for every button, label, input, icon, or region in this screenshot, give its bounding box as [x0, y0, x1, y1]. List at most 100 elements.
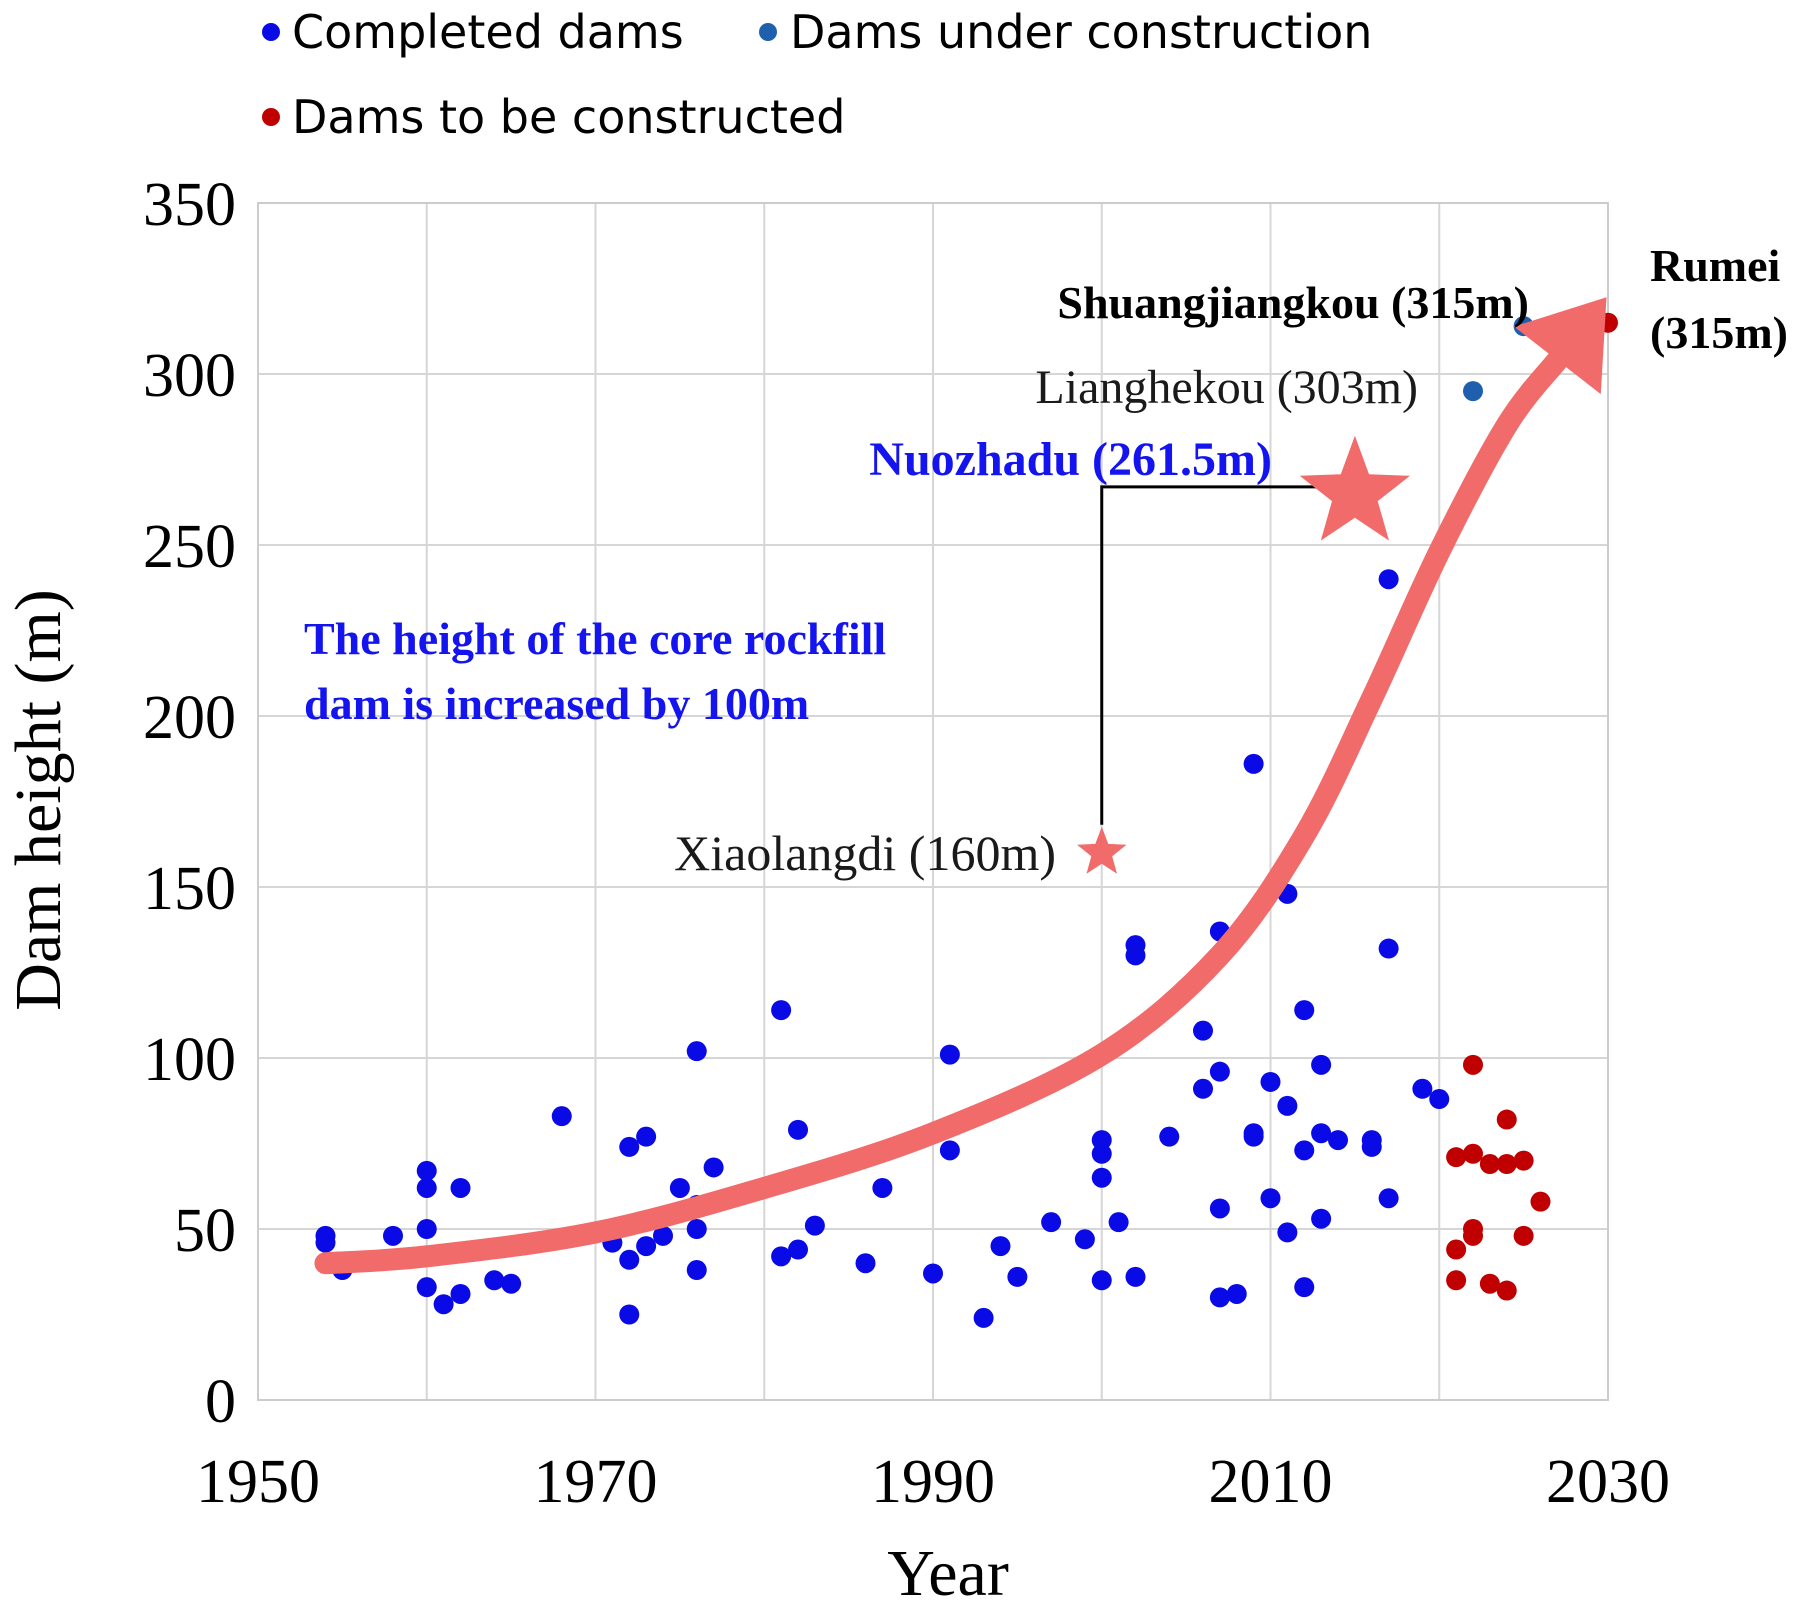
completed-dam-point — [1294, 1000, 1315, 1021]
to-be-constructed-dam-point — [1496, 1109, 1517, 1130]
x-tick-label: 1970 — [534, 1448, 658, 1516]
completed-dam-point — [1260, 1071, 1281, 1092]
to-be-constructed-dam-point — [1463, 1225, 1483, 1246]
to-be-constructed-dam-point — [1463, 1054, 1483, 1075]
y-tick-label: 350 — [143, 171, 236, 239]
y-axis-ticks: 0 50 100 150 200 250 300 350 — [143, 171, 236, 1436]
completed-dam-point — [619, 1136, 640, 1157]
completed-dam-point — [1378, 938, 1399, 959]
completed-dam-point — [1159, 1126, 1180, 1147]
x-tick-label: 2010 — [1209, 1448, 1333, 1516]
completed-dam-point — [703, 1157, 724, 1178]
completed-dam-point — [1294, 1277, 1315, 1298]
completed-dam-point — [669, 1177, 690, 1198]
y-tick-label: 0 — [205, 1368, 236, 1436]
completed-dam-point — [1311, 1054, 1332, 1075]
completed-dam-point — [636, 1236, 657, 1257]
completed-dam-point — [1091, 1167, 1112, 1188]
completed-dam-point — [1125, 945, 1146, 966]
legend-label-under-construction: Dams under construction — [790, 5, 1372, 59]
to-be-constructed-dam-point — [1479, 1154, 1500, 1175]
x-tick-label: 1990 — [871, 1448, 995, 1516]
completed-dam-point — [872, 1177, 893, 1198]
completed-dam-point — [1226, 1283, 1247, 1304]
data-points — [315, 312, 1618, 1328]
annotation-rumei-line1: Rumei — [1650, 240, 1781, 291]
completed-dam-point — [1260, 1188, 1281, 1209]
completed-dam-point — [1091, 1143, 1112, 1164]
completed-dam-point — [1193, 1020, 1213, 1041]
leader-line — [1100, 485, 1344, 825]
completed-dam-point — [433, 1294, 454, 1315]
y-tick-label: 250 — [143, 513, 236, 581]
completed-dam-point — [416, 1160, 437, 1181]
completed-dam-point — [1412, 1078, 1433, 1099]
completed-dam-point — [484, 1270, 505, 1291]
completed-dam-point — [1429, 1089, 1450, 1110]
legend-label-completed: Completed dams — [292, 5, 684, 59]
completed-dam-point — [923, 1263, 943, 1284]
completed-dam-point — [1193, 1078, 1213, 1099]
completed-dam-point — [686, 1219, 707, 1239]
y-axis-label: Dam height (m) — [2, 589, 75, 1011]
completed-dam-point — [686, 1041, 707, 1062]
annotation-lianghekou: Lianghekou (303m) — [1035, 361, 1418, 414]
annotation-shuangjiangkou: Shuangjiangkou (315m) — [1057, 277, 1529, 328]
completed-dam-point — [1277, 1095, 1298, 1116]
completed-dam-point — [804, 1215, 825, 1236]
completed-dam-point — [1125, 1266, 1146, 1287]
completed-dam-point — [1277, 1222, 1298, 1243]
completed-dam-point — [1328, 1130, 1348, 1151]
completed-dam-point — [686, 1260, 707, 1281]
completed-dam-point — [939, 1044, 960, 1065]
completed-dam-point — [1361, 1136, 1382, 1157]
to-be-constructed-dam-point — [1496, 1280, 1517, 1301]
completed-dam-point — [416, 1177, 437, 1198]
y-tick-label: 200 — [143, 684, 236, 752]
y-tick-label: 300 — [143, 342, 236, 410]
completed-dam-point — [1209, 1287, 1230, 1308]
completed-dam-point — [1041, 1212, 1062, 1233]
legend: Completed dams Dams under construction D… — [262, 5, 1372, 144]
x-axis-label: Year — [887, 1537, 1009, 1601]
completed-dam-point — [383, 1225, 403, 1246]
to-be-constructed-dam-point — [1446, 1270, 1467, 1291]
highlighted-dams — [1077, 435, 1410, 874]
completed-dam-point — [450, 1283, 471, 1304]
completed-dam-point — [416, 1219, 437, 1239]
annotation-trend-line2: dam is increased by 100m — [304, 678, 809, 729]
completed-dam-point — [416, 1277, 437, 1298]
star-marker-nuozhadu — [1299, 435, 1410, 541]
completed-dam-point — [771, 1246, 792, 1267]
completed-dam-point — [1378, 1188, 1399, 1209]
completed-dam-point — [1378, 569, 1399, 590]
to-be-constructed-dam-point — [1479, 1273, 1500, 1294]
completed-dam-point — [619, 1304, 640, 1325]
trend-curve — [314, 349, 1569, 1275]
trend-arrow-head — [1513, 297, 1607, 395]
x-axis-ticks: 1950 1970 1990 2010 2030 — [196, 1448, 1670, 1516]
legend-marker-under-construction — [759, 23, 777, 41]
under-construction-dam-point — [1463, 381, 1483, 402]
completed-dam-point — [1209, 1198, 1230, 1219]
completed-dam-point — [1294, 1140, 1315, 1161]
completed-dam-point — [1311, 1123, 1332, 1144]
x-tick-label: 2030 — [1546, 1448, 1670, 1516]
completed-dam-point — [653, 1225, 673, 1246]
completed-dam-point — [788, 1119, 808, 1140]
star-label-xiaolangdi: Xiaolangdi (160m) — [674, 825, 1056, 881]
completed-dam-point — [1209, 1061, 1230, 1082]
completed-dam-point — [1243, 1126, 1264, 1147]
to-be-constructed-dam-point — [1446, 1147, 1467, 1168]
completed-dam-point — [990, 1236, 1011, 1257]
star-label-nuozhadu: Nuozhadu (261.5m) — [869, 433, 1272, 486]
completed-dam-point — [771, 1000, 792, 1021]
to-be-constructed-dam-point — [1496, 1154, 1517, 1175]
y-tick-label: 50 — [174, 1197, 236, 1265]
to-be-constructed-dam-point — [1463, 1143, 1483, 1164]
completed-dam-point — [551, 1106, 572, 1127]
completed-dam-point — [1243, 753, 1264, 774]
completed-dam-point — [939, 1140, 960, 1161]
legend-marker-to-be-constructed — [262, 108, 280, 126]
